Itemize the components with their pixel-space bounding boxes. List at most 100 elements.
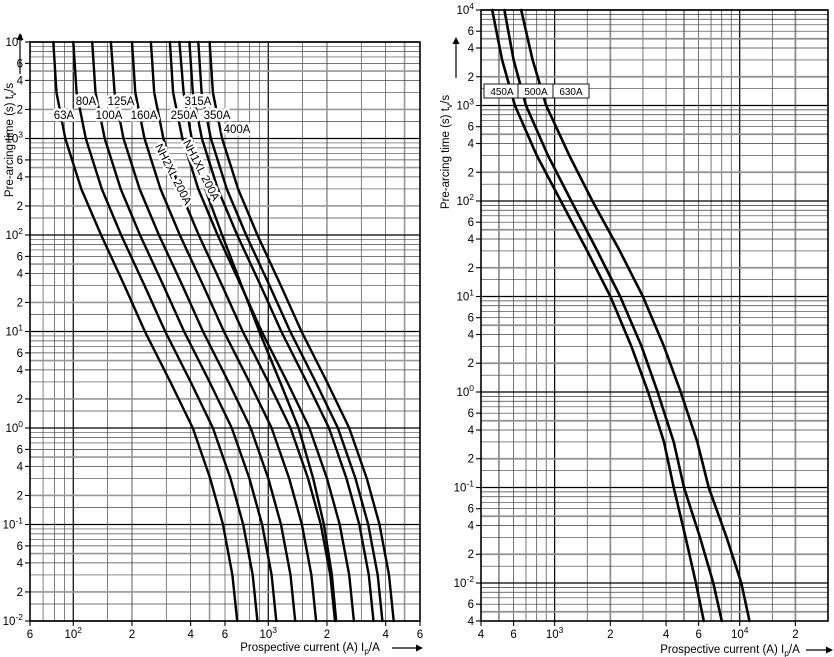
y-tick-label: 4 — [17, 461, 24, 473]
x-tick-label: 4 — [187, 629, 194, 641]
y-tick-label: 2 — [17, 104, 23, 116]
svg-text:125A: 125A — [108, 96, 135, 108]
y-tick-label: 2 — [468, 549, 474, 561]
y-tick-label: 4 — [468, 616, 475, 628]
y-tick-label: 10-1 — [454, 478, 475, 494]
y-tick-label: 4 — [468, 521, 475, 533]
y-axis-title: Pre-arcing time (s) tv/s — [440, 95, 454, 209]
y-tick-label: 2 — [468, 167, 474, 179]
y-tick-label: 6 — [17, 155, 23, 167]
curve-450a — [490, 8, 706, 623]
x-tick-label: 102 — [64, 625, 82, 641]
y-tick-label: 6 — [17, 444, 23, 456]
x-tick-label: 6 — [27, 629, 33, 641]
svg-text:350A: 350A — [204, 110, 231, 122]
x-tick-label: 6 — [417, 629, 423, 641]
y-tick-label: 2 — [468, 358, 474, 370]
svg-text:63A: 63A — [54, 110, 75, 122]
y-tick-label: 10-2 — [454, 574, 475, 590]
fuse-chart-450A-630A-plot-border — [480, 9, 829, 622]
x-tick-label: 4 — [382, 629, 389, 641]
fuse-chart-450A-630A-grid — [480, 9, 829, 622]
curve-630a — [519, 8, 751, 623]
svg-text:500A: 500A — [524, 87, 548, 98]
y-tick-label: 6 — [468, 313, 474, 325]
svg-text:315A: 315A — [185, 96, 212, 108]
svg-text:80A: 80A — [76, 96, 97, 108]
x-tick-label: 4 — [478, 629, 485, 641]
curve-250a — [168, 40, 356, 623]
svg-text:Pre-arcing time (s) tv/s: Pre-arcing time (s) tv/s — [440, 95, 454, 209]
x-tick-label: 103 — [546, 625, 564, 641]
y-tick-label: 104 — [456, 1, 474, 17]
y-tick-label: 4 — [468, 43, 475, 55]
x-tick-label: 6 — [510, 629, 516, 641]
curve-400a — [208, 40, 395, 623]
x-tick-label: 2 — [324, 629, 330, 641]
y-tick-label: 2 — [17, 587, 23, 599]
y-tick-label: 102 — [456, 192, 474, 208]
curve-315a — [188, 40, 375, 623]
x-tick-label: 6 — [695, 629, 701, 641]
curve-label-80a: 80A — [73, 94, 99, 111]
curve-label-500a: 500A — [517, 83, 555, 99]
curve-label-100a: 100A — [93, 108, 125, 125]
x-tick-label: 2 — [792, 629, 798, 641]
fuse-chart-450A-630A: 4 6 103 2 4 6 104 2 104 6 4 2 103 6 4 2 102 6 4 2 101 6 4 2 100 6… — [440, 1, 833, 657]
y-tick-label: 100 — [456, 383, 474, 399]
x-tick-label: 103 — [259, 625, 277, 641]
y-tick-label: 2 — [468, 454, 474, 466]
x-tick-label: 6 — [222, 629, 228, 641]
curve-label-250a: 250A — [168, 108, 200, 125]
curve-label-450a: 450A — [483, 83, 521, 99]
svg-text:100A: 100A — [96, 110, 123, 122]
y-tick-label: 6 — [17, 348, 23, 360]
curve-label-315a: 315A — [182, 94, 214, 111]
curve-160a — [130, 40, 318, 623]
curve-100a — [91, 40, 278, 623]
curve-label-125a: 125A — [105, 94, 137, 111]
y-tick-label: 4 — [17, 558, 24, 570]
curve-label-63a: 63A — [51, 108, 77, 125]
x-tick-label: 2 — [607, 629, 613, 641]
curve-label-350a: 350A — [201, 108, 233, 125]
y-tick-label: 6 — [17, 251, 23, 263]
y-tick-label: 6 — [468, 504, 474, 516]
curve-63a — [52, 40, 239, 623]
y-tick-label: 4 — [468, 139, 475, 151]
y-tick-label: 4 — [17, 268, 24, 280]
y-tick-label: 100 — [5, 419, 23, 435]
y-tick-label: 103 — [456, 96, 474, 112]
y-tick-label: 2 — [17, 490, 23, 502]
curve-nh1xl-200a — [178, 40, 338, 623]
curve-125a — [109, 40, 297, 623]
y-tick-label: 10-1 — [3, 516, 24, 532]
x-tick-label: 104 — [731, 625, 749, 641]
curve-80a — [72, 40, 259, 623]
y-tick-label: 102 — [5, 226, 23, 242]
y-tick-label: 10-2 — [3, 612, 24, 628]
y-tick-label: 6 — [468, 26, 474, 38]
y-tick-label: 4 — [468, 425, 475, 437]
curve-label-160a: 160A — [128, 108, 160, 125]
y-tick-label: 6 — [17, 541, 23, 553]
svg-text:450A: 450A — [490, 87, 514, 98]
curve-label-400a: 400A — [221, 122, 253, 139]
curve-500a — [503, 8, 724, 623]
y-tick-label: 6 — [468, 217, 474, 229]
svg-text:630A: 630A — [559, 87, 583, 98]
fuse-chart-63A-400A: 6102246103246104642103642102642101642100… — [3, 33, 423, 656]
y-tick-label: 6 — [468, 122, 474, 134]
y-tick-label: 6 — [468, 599, 474, 611]
y-tick-label: 101 — [5, 323, 23, 339]
curve-nh2xl-200a — [149, 40, 337, 623]
y-tick-label: 2 — [468, 263, 474, 275]
y-tick-label: 4 — [468, 330, 475, 342]
y-tick-label: 2 — [17, 297, 23, 309]
y-tick-label: 4 — [17, 172, 24, 184]
curve-350a — [197, 40, 384, 623]
y-axis-title: Pre-arcing time (s) tv/s — [4, 83, 18, 197]
x-axis-title: Prospective current (A) Ip/A — [240, 642, 380, 656]
